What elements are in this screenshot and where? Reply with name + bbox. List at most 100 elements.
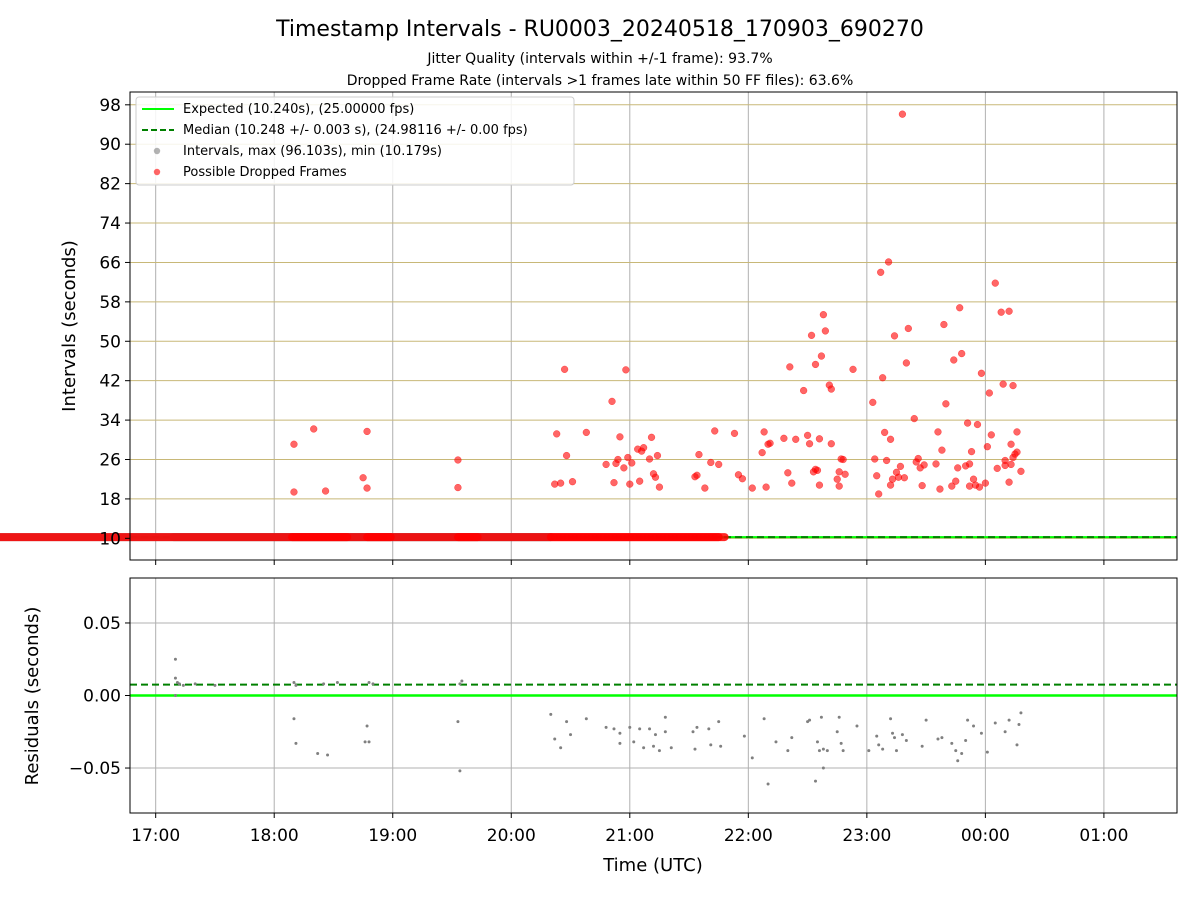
dropped-point-132 xyxy=(987,431,995,439)
dropped-point-141 xyxy=(1007,440,1015,448)
dropped-point-0 xyxy=(290,440,298,448)
dropped-point-127 xyxy=(975,483,984,491)
bottom-xtick-label-23:00: 23:00 xyxy=(842,826,891,846)
residual-outlier-5 xyxy=(363,740,367,744)
residual-outlier-77 xyxy=(964,738,968,742)
figure-subtitle-dropped: Dropped Frame Rate (intervals >1 frames … xyxy=(347,73,854,89)
dropped-point-142 xyxy=(1007,460,1015,469)
dropped-point-52 xyxy=(766,439,774,447)
dropped-point-56 xyxy=(788,479,796,487)
dropped-point-80 xyxy=(849,365,857,374)
dropped-point-123 xyxy=(967,447,976,456)
dropped-point-140 xyxy=(1005,478,1013,486)
dropped-point-112 xyxy=(942,400,950,408)
dropped-point-100 xyxy=(904,324,912,333)
dropped-point-14 xyxy=(568,478,577,486)
residual-outlier-46 xyxy=(808,718,812,722)
residual-outlier-41 xyxy=(766,782,770,786)
bottom-xtick-label-22:00: 22:00 xyxy=(724,826,773,846)
dropped-point-111 xyxy=(940,320,948,329)
residual-outlier-30 xyxy=(669,746,673,750)
residual-outlier-37 xyxy=(719,744,723,748)
dropped-point-53 xyxy=(780,434,788,442)
residual-outlier-64 xyxy=(891,731,895,735)
dropped-point-84 xyxy=(875,490,883,498)
dropped-point-9 xyxy=(551,480,559,488)
residual-point-early-4 xyxy=(181,683,185,687)
dropped-point-17 xyxy=(608,397,616,406)
dropped-point-128 xyxy=(977,369,986,377)
legend-dropped-label: Possible Dropped Frames xyxy=(183,165,347,180)
dropped-point-135 xyxy=(997,308,1005,316)
bottom-xtick-label-19:00: 19:00 xyxy=(368,826,417,846)
residual-outlier-50 xyxy=(819,715,823,719)
dropped-point-148 xyxy=(1017,467,1025,475)
dropped-point-26 xyxy=(628,459,636,467)
dropped-point-23 xyxy=(622,366,630,374)
residual-outlier-66 xyxy=(894,749,898,753)
top-y-axis: 10 18 26 34 42 50 58 66 74 82 90 98 xyxy=(99,96,130,549)
residual-outlier-33 xyxy=(695,725,699,729)
top-ytick-label-42: 42 xyxy=(99,372,121,392)
residual-outlier-38 xyxy=(742,734,746,738)
dropped-point-108 xyxy=(934,428,942,436)
residual-outlier-63 xyxy=(889,717,893,721)
dropped-point-144 xyxy=(1009,381,1017,390)
dropped-point-30 xyxy=(639,444,648,452)
legend-box xyxy=(135,96,575,186)
dropped-point-11 xyxy=(557,479,565,487)
residual-outlier-21 xyxy=(632,740,636,744)
legend: Expected (10.240s), (25.00000 fps) Media… xyxy=(135,96,575,186)
dropped-point-113 xyxy=(948,482,956,490)
dropped-point-134 xyxy=(993,464,1001,473)
dropped-point-87 xyxy=(880,428,889,437)
dropped-point-131 xyxy=(985,389,993,397)
residual-point-early-10 xyxy=(335,680,339,684)
dropped-point-105 xyxy=(918,481,926,490)
dropped-point-99 xyxy=(902,359,911,367)
residual-outlier-74 xyxy=(954,749,958,753)
residual-outlier-10 xyxy=(549,712,553,716)
top-baseline-series xyxy=(0,533,729,542)
dropped-point-36 xyxy=(655,483,664,491)
residual-outlier-47 xyxy=(813,779,817,783)
residual-outlier-82 xyxy=(993,721,997,725)
residual-outlier-6 xyxy=(365,724,369,728)
dropped-point-55 xyxy=(786,363,794,371)
dropped-point-42 xyxy=(711,427,719,435)
top-ytick-label-50: 50 xyxy=(99,332,121,352)
residual-outlier-60 xyxy=(875,734,879,738)
dropped-point-101 xyxy=(910,414,918,423)
dropped-point-15 xyxy=(582,428,590,437)
bottom-ytick-label-0: 0.05 xyxy=(83,614,121,634)
residual-outlier-78 xyxy=(966,718,970,722)
dropped-point-118 xyxy=(958,349,966,358)
residual-outlier-85 xyxy=(1015,743,1019,747)
residual-outlier-4 xyxy=(326,753,330,757)
legend-dropped-swatch xyxy=(153,168,161,176)
dropped-point-97 xyxy=(898,110,907,118)
dropped-point-61 xyxy=(807,331,816,340)
residual-outlier-0 xyxy=(173,694,177,697)
dropped-point-57 xyxy=(792,435,800,443)
residual-outlier-26 xyxy=(653,733,657,737)
dropped-point-136 xyxy=(999,380,1007,388)
dropped-point-8 xyxy=(454,483,462,492)
residual-outlier-72 xyxy=(940,736,944,740)
bottom-xtick-label-17:00: 17:00 xyxy=(131,826,180,846)
dropped-point-106 xyxy=(920,461,928,469)
residual-outlier-15 xyxy=(584,717,588,721)
top-ytick-label-58: 58 xyxy=(99,293,121,313)
dropped-point-86 xyxy=(879,374,887,382)
top-x-ticks xyxy=(155,560,1105,565)
dropped-point-20 xyxy=(614,455,622,464)
dropped-point-115 xyxy=(952,477,960,485)
dropped-point-58 xyxy=(799,386,808,395)
bottom-xtick-label-18:00: 18:00 xyxy=(250,826,299,846)
top-ytick-label-18: 18 xyxy=(99,490,121,510)
bottom-reference-lines xyxy=(130,683,1177,697)
residual-outlier-68 xyxy=(904,738,908,742)
top-ytick-label-74: 74 xyxy=(99,214,121,234)
bottom-xtick-label-21:00: 21:00 xyxy=(605,826,654,846)
dropped-point-109 xyxy=(936,485,944,493)
